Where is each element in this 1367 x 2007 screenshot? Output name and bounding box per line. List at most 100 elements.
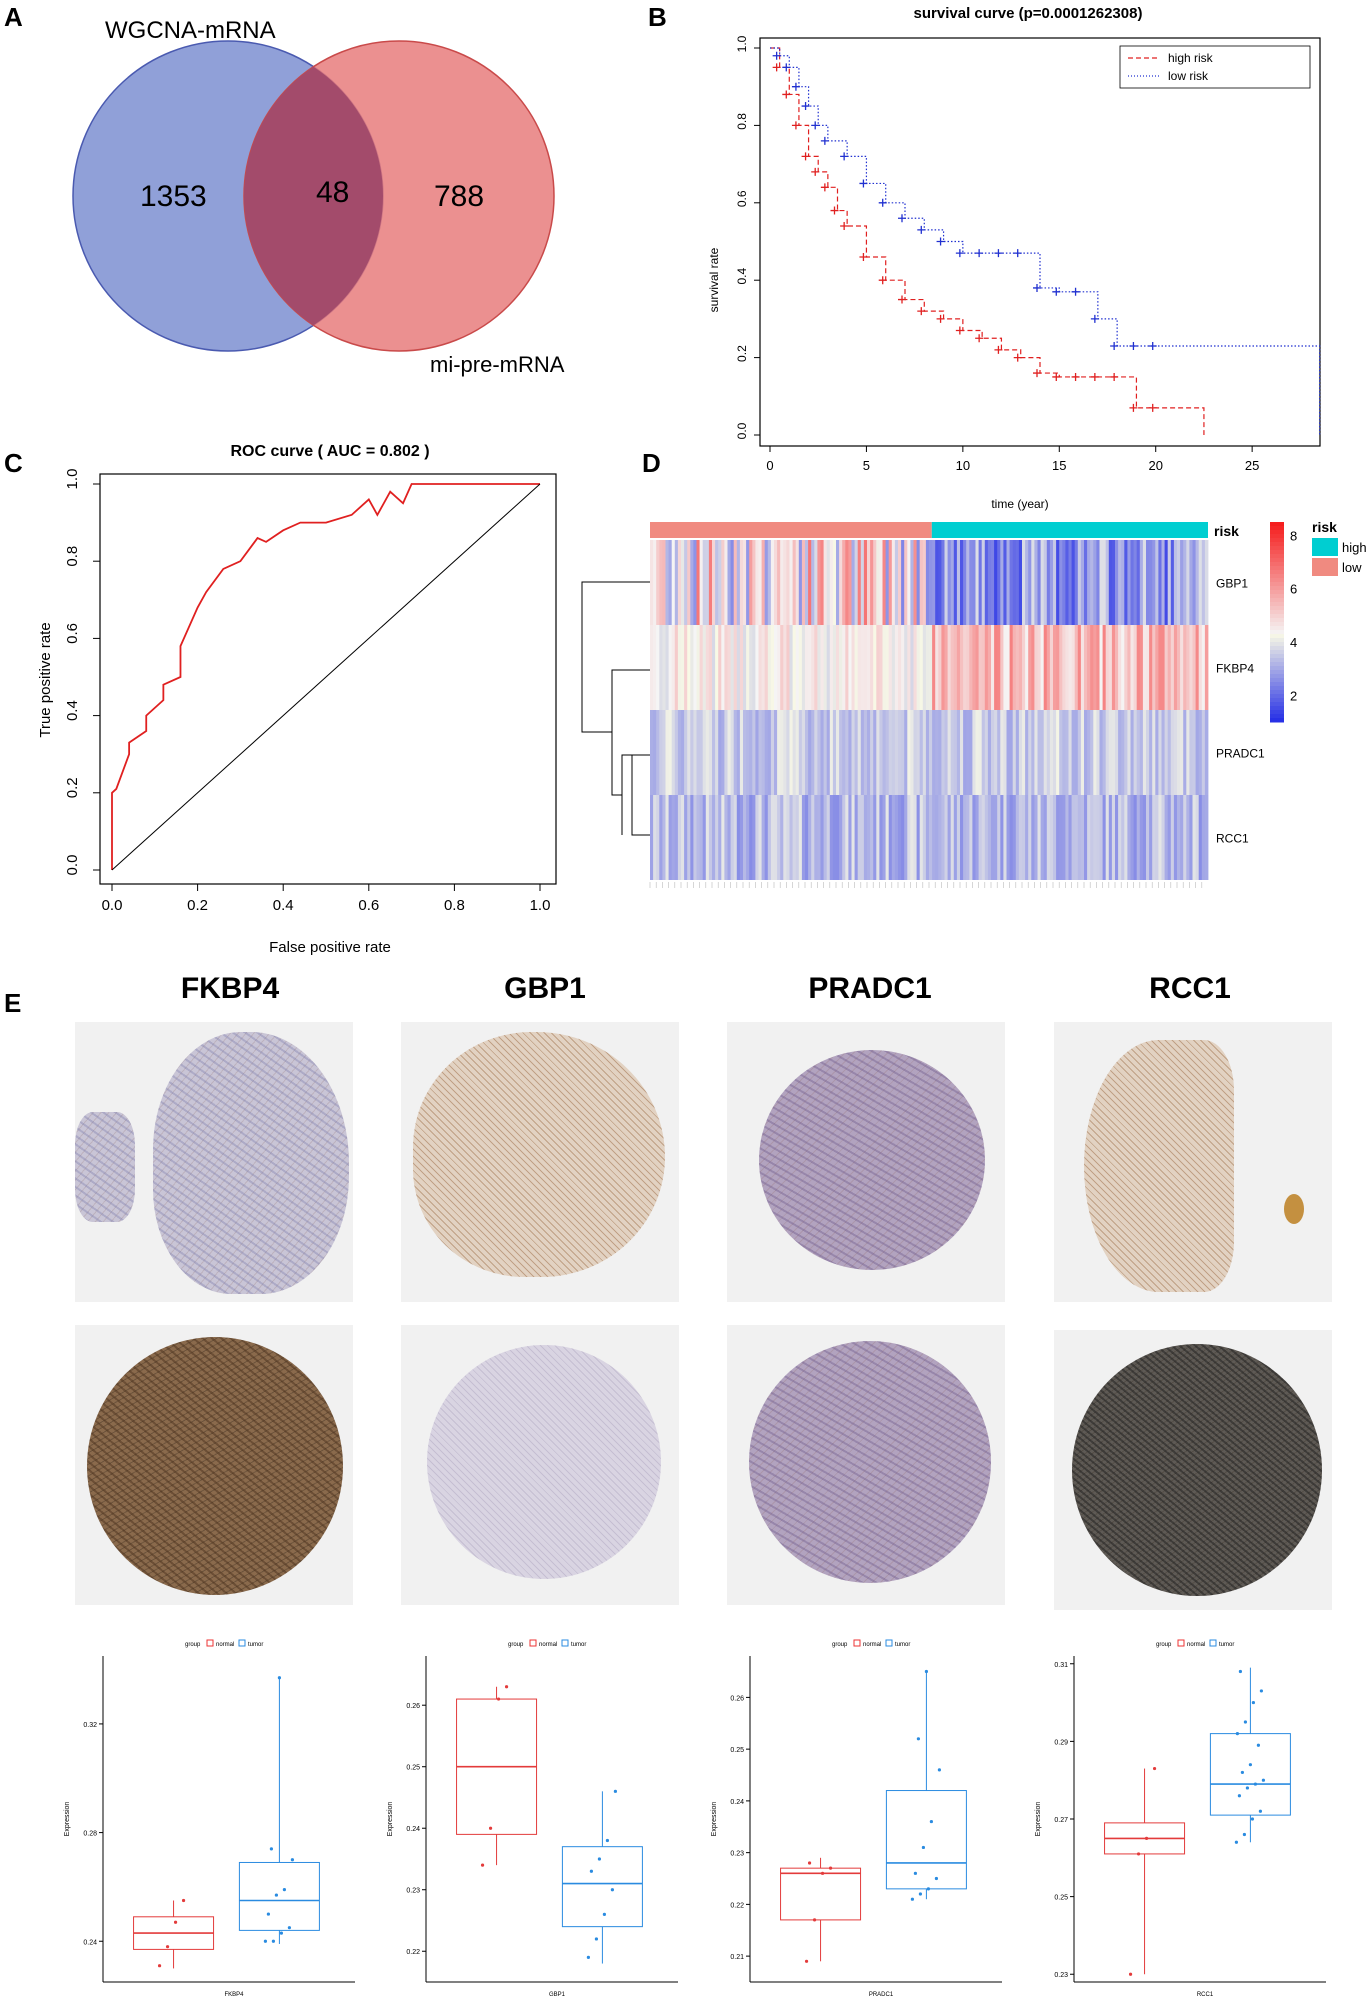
survival-ytick-label: 0.6 — [735, 190, 749, 207]
heatmap-cell — [693, 540, 697, 625]
heatmap-cell — [1142, 540, 1147, 625]
heatmap-cell — [702, 795, 707, 880]
heatmap-cell — [650, 710, 654, 795]
heatmap-scale-segment — [1270, 574, 1284, 579]
heatmap-cell — [935, 710, 939, 795]
survival-ytick-label: 0.2 — [735, 345, 749, 362]
roc-ytick-label: 1.0 — [64, 469, 81, 490]
boxplot-legend-title: group — [508, 1642, 524, 1648]
heatmap-cell — [925, 540, 930, 625]
boxplot-point — [269, 1847, 273, 1851]
boxplot-point — [165, 1945, 170, 1949]
heatmap-cell — [922, 540, 927, 625]
heatmap-cell — [659, 710, 663, 795]
survival-censor-high — [1052, 372, 1061, 381]
heatmap-cell — [898, 710, 902, 795]
boxplot-box-tumor — [1209, 1733, 1291, 1816]
heatmap-scale-segment — [1270, 606, 1284, 611]
heatmap-cell — [1022, 710, 1026, 795]
heatmap-cell — [662, 795, 666, 880]
heatmap-cell — [656, 540, 660, 625]
heatmap-cell — [820, 710, 824, 795]
heatmap-cell — [764, 540, 769, 625]
heatmap-cell — [1074, 625, 1079, 710]
heatmap-scale-segment — [1270, 590, 1284, 595]
heatmap-cell — [761, 795, 766, 880]
heatmap-scale-segment — [1270, 670, 1284, 675]
boxplot-point — [613, 1789, 617, 1793]
heatmap-cell — [1006, 795, 1010, 880]
heatmap-scale-segment — [1270, 618, 1284, 623]
heatmap-cell — [969, 710, 973, 795]
heatmap-cell — [997, 710, 1001, 795]
boxplot-point — [271, 1939, 275, 1943]
heatmap-cell — [925, 710, 930, 795]
heatmap-cell — [832, 540, 837, 625]
heatmap-cell — [972, 795, 976, 880]
heatmap-cell — [870, 625, 874, 710]
heatmap-cell — [774, 710, 778, 795]
heatmap-cell — [693, 795, 697, 880]
heatmap-cell — [857, 540, 862, 625]
boxplot-legend-tumor-swatch — [238, 1639, 246, 1647]
heatmap-cell — [1087, 625, 1091, 710]
heatmap-cell — [1090, 625, 1094, 710]
heatmap-cell — [823, 540, 828, 625]
heatmap-cell — [718, 710, 722, 795]
heatmap-cell — [715, 625, 719, 710]
boxplot-xlabel: RCC1 — [1197, 1992, 1214, 1998]
survival-censor-high — [878, 276, 887, 285]
heatmap-cell — [1000, 710, 1004, 795]
boxplot-point — [820, 1871, 825, 1875]
heatmap-cell — [1087, 710, 1091, 795]
heatmap-cell — [764, 795, 769, 880]
heatmap-cell — [966, 710, 970, 795]
heatmap-cell — [910, 710, 914, 795]
boxplot-legend-tumor-swatch — [885, 1639, 893, 1647]
heatmap-cell — [1152, 625, 1156, 710]
heatmap-cell — [752, 625, 756, 710]
heatmap-cell — [1170, 710, 1175, 795]
heatmap-cell — [1124, 710, 1128, 795]
heatmap-cell — [743, 710, 747, 795]
heatmap-cell — [913, 710, 917, 795]
heatmap-cell — [808, 625, 812, 710]
heatmap-cell — [814, 795, 818, 880]
heatmap-cell — [919, 625, 924, 710]
heatmap-scale-segment — [1270, 566, 1284, 571]
heatmap-cell — [891, 795, 896, 880]
heatmap-cell — [1015, 795, 1020, 880]
heatmap-cell — [1022, 795, 1026, 880]
heatmap-cell — [1037, 540, 1041, 625]
heatmap-cell — [901, 625, 905, 710]
heatmap-cell — [1108, 795, 1113, 880]
heatmap-cell — [953, 710, 958, 795]
heatmap-cell — [665, 795, 669, 880]
heatmap-cell — [894, 710, 899, 795]
heatmap-cell — [1204, 625, 1209, 710]
heatmap-scale-segment — [1270, 602, 1284, 607]
heatmap-cell — [727, 795, 731, 880]
boxplot-legend-normal: normal — [539, 1642, 557, 1648]
heatmap-cell — [1161, 625, 1165, 710]
heatmap-cell — [798, 625, 803, 710]
roc-xtick-label: 0.0 — [102, 897, 123, 914]
heatmap-cell — [910, 540, 914, 625]
heatmap-cell — [1186, 710, 1190, 795]
boxplot-ytick-label: 0.29 — [1054, 1739, 1068, 1746]
heatmap-cell — [975, 625, 979, 710]
survival-censor-high — [811, 167, 820, 176]
heatmap-cell — [1068, 710, 1072, 795]
heatmap-cell — [851, 625, 855, 710]
heatmap-cell — [1121, 625, 1125, 710]
heatmap-cell — [963, 710, 967, 795]
heatmap-cell — [1201, 710, 1206, 795]
heatmap-cell — [1031, 710, 1035, 795]
survival-censor-low — [994, 249, 1003, 258]
survival-censor-high — [1090, 372, 1099, 381]
survival-censor-low — [1090, 314, 1099, 323]
boxplot-point — [181, 1898, 186, 1903]
heatmap-cell — [1108, 625, 1113, 710]
heatmap-cell — [671, 710, 676, 795]
heatmap-cell — [656, 625, 660, 710]
